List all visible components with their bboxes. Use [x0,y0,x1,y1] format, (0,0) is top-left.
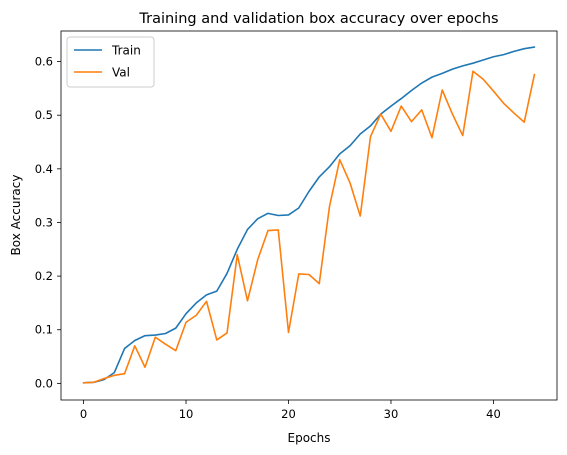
y-tick-label: 0.3 [35,215,53,229]
y-axis-label: Box Accuracy [9,175,23,256]
x-tick-label: 10 [179,407,194,421]
y-tick-label: 0.6 [35,55,53,69]
series-line-train [82,46,536,384]
x-tick-label: 40 [486,407,501,421]
y-tick-label: 0.5 [35,108,53,122]
x-tick-label: 0 [80,407,87,421]
plot-area [82,46,536,384]
x-axis-ticks: 0 10 20 30 40 [80,400,501,421]
y-tick-label: 0.1 [35,323,53,337]
legend: Train Val [66,36,155,88]
plot-frame [60,30,558,401]
x-tick-label: 30 [384,407,399,421]
series-line-val [82,70,536,384]
chart-title: Training and validation box accuracy ove… [138,11,498,27]
y-axis-ticks: 0.0 0.1 0.2 0.3 0.4 0.5 0.6 [35,55,61,390]
y-tick-label: 0.0 [35,376,53,390]
legend-label-val: Val [112,66,130,80]
legend-box [66,36,155,88]
x-tick-label: 20 [281,407,296,421]
y-tick-label: 0.2 [35,269,53,283]
y-tick-label: 0.4 [35,162,53,176]
x-axis-label: Epochs [288,431,331,445]
legend-label-train: Train [111,44,141,58]
